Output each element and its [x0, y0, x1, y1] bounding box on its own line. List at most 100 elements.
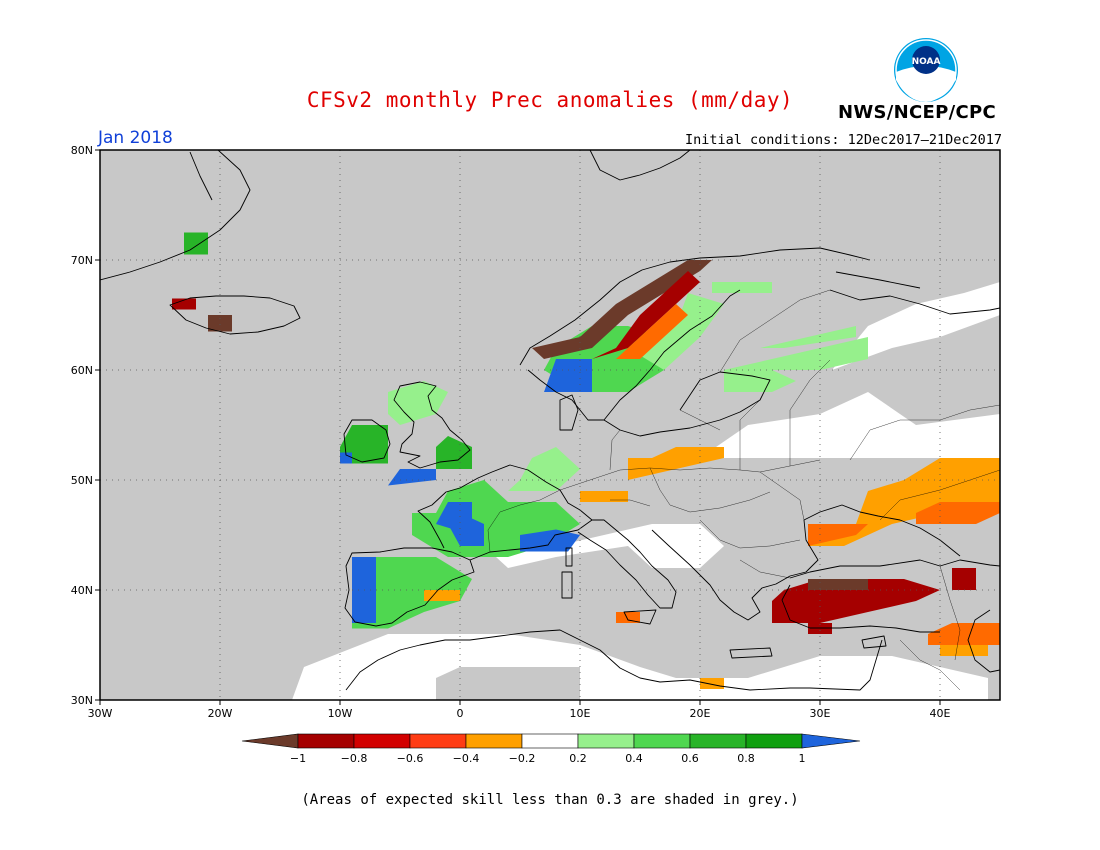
- anomaly-region-green3: [436, 436, 472, 469]
- coastlines: [100, 150, 1000, 691]
- colorbar-arrow-high: [801, 733, 861, 749]
- coastline-iberia: [344, 547, 475, 627]
- coastline-svalbard: [589, 150, 691, 181]
- colorbar-label: −0.4: [453, 752, 480, 765]
- anomaly-region-white: [292, 634, 988, 700]
- colorbar-bin-red3: [409, 733, 467, 749]
- initial-conditions: Initial conditions: 12Dec2017–21Dec2017: [685, 132, 1002, 148]
- anomaly-region-orange2: [808, 524, 868, 546]
- anomaly-region-orange1: [580, 491, 628, 502]
- anomaly-region-blue: [388, 469, 436, 486]
- anomaly-region-green1: [712, 282, 772, 293]
- noaa-logo: NOAA: [894, 38, 958, 102]
- anomaly-region-red1: [808, 623, 832, 634]
- anomaly-region-orange2: [616, 304, 688, 359]
- lat-tick-label: 30N: [71, 694, 93, 707]
- lon-tick-label: 10W: [328, 707, 353, 720]
- coastline-cyprus: [861, 635, 887, 649]
- coastline-greenland: [100, 150, 251, 281]
- anomaly-region-white: [832, 282, 1000, 370]
- lon-tick-label: 30E: [810, 707, 831, 720]
- anomaly-region-orange1: [424, 590, 460, 601]
- coastline-balkans: [651, 519, 819, 621]
- agency-label: NWS/NCEP/CPC: [838, 102, 997, 123]
- lat-tick-label: 80N: [71, 144, 93, 157]
- coastline-scandinavia: [519, 247, 871, 421]
- anomaly-region-orange1: [700, 678, 724, 689]
- lon-tick-label: 20W: [208, 707, 233, 720]
- coastline-italy: [577, 519, 677, 609]
- anomaly-region-brown: [208, 315, 232, 332]
- map-area: [100, 150, 1000, 700]
- colorbar-bin-red2: [353, 733, 411, 749]
- coastline-france: [417, 464, 593, 561]
- lon-tick-label: 40E: [930, 707, 951, 720]
- colorbar-bin-green3: [689, 733, 747, 749]
- lat-tick-label: 60N: [71, 364, 93, 377]
- coastline-baltic: [603, 371, 771, 437]
- coastline-sicily: [623, 609, 657, 625]
- graticule: [100, 150, 1000, 700]
- anomaly-region-green1: [724, 370, 796, 392]
- colorbar-label: 0.2: [569, 752, 587, 765]
- anomaly-region-white: [700, 392, 1000, 458]
- axis-ticks: 30W 20W 10W 0 10E 20E 30E 40E 30N 40N 50N 60N 70N 80N: [71, 144, 951, 720]
- anomaly-region-orange1: [628, 447, 724, 480]
- colorbar-bin-green2: [633, 733, 691, 749]
- colorbar-bin-red1: [297, 733, 355, 749]
- anomaly-region-blue: [544, 359, 592, 392]
- anomaly-region-green1: [724, 337, 868, 370]
- coastline-sardinia: [561, 571, 573, 599]
- anomaly-region-green1: [388, 381, 448, 425]
- colorbar-bin-orange1: [465, 733, 523, 749]
- logo-text: NOAA: [912, 57, 941, 67]
- colorbar: −1 −0.8 −0.6 −0.4 −0.2 0.2 0.4 0.6 0.8 1: [241, 733, 861, 765]
- anomaly-region-green2: [352, 557, 472, 629]
- anomaly-region-orange2: [928, 623, 1000, 645]
- forecast-month: Jan 2018: [98, 128, 173, 148]
- map-frame: [99, 149, 1001, 701]
- anomaly-region-white: [484, 524, 724, 568]
- anomaly-region-red1: [172, 298, 196, 310]
- lat-tick-label: 70N: [71, 254, 93, 267]
- coastline-russia-north: [829, 271, 1000, 315]
- lon-tick-label: 10E: [570, 707, 591, 720]
- chart-title: CFSv2 monthly Prec anomalies (mm/day): [306, 88, 794, 112]
- colorbar-label: −0.6: [397, 752, 424, 765]
- colorbar-label: −0.8: [341, 752, 368, 765]
- colorbar-label: −0.2: [509, 752, 536, 765]
- lon-tick-label: 0: [457, 707, 464, 720]
- anomaly-region-blue: [520, 529, 580, 552]
- anomaly-region-blue: [436, 502, 472, 535]
- coastline-denmark: [559, 394, 579, 431]
- lat-tick-label: 50N: [71, 474, 93, 487]
- colorbar-bin-green4: [745, 733, 803, 749]
- lat-tick-label: 40N: [71, 584, 93, 597]
- colorbar-bin-white: [521, 733, 579, 749]
- coastline-iceland: [169, 295, 301, 335]
- colorbar-label: 1: [799, 752, 806, 765]
- anomaly-region-orange2: [916, 502, 1000, 524]
- lon-tick-label: 20E: [690, 707, 711, 720]
- anomaly-region-red1: [592, 271, 700, 359]
- anomaly-region-red1: [952, 568, 976, 590]
- coastline-caspian: [967, 609, 1000, 673]
- anomaly-region-brown: [532, 260, 712, 359]
- colorbar-label: 0.6: [681, 752, 699, 765]
- coastline-crete: [729, 647, 773, 659]
- colorbar-label: 0.8: [737, 752, 755, 765]
- anomaly-region-orange1: [940, 645, 988, 656]
- lon-tick-label: 30W: [88, 707, 113, 720]
- country-borders: [487, 289, 1000, 691]
- anomaly-region-orange2: [616, 612, 640, 623]
- colorbar-label: 0.4: [625, 752, 643, 765]
- colorbar-arrow-low: [241, 733, 299, 749]
- coastline-north-africa: [345, 629, 883, 691]
- colorbar-label: −1: [290, 752, 306, 765]
- coastline-corsica: [565, 547, 573, 567]
- coastline-britain: [393, 381, 471, 469]
- footnote: (Areas of expected skill less than 0.3 a…: [301, 792, 799, 808]
- coastline-ireland: [343, 419, 391, 463]
- anomaly-region-green3: [184, 232, 208, 255]
